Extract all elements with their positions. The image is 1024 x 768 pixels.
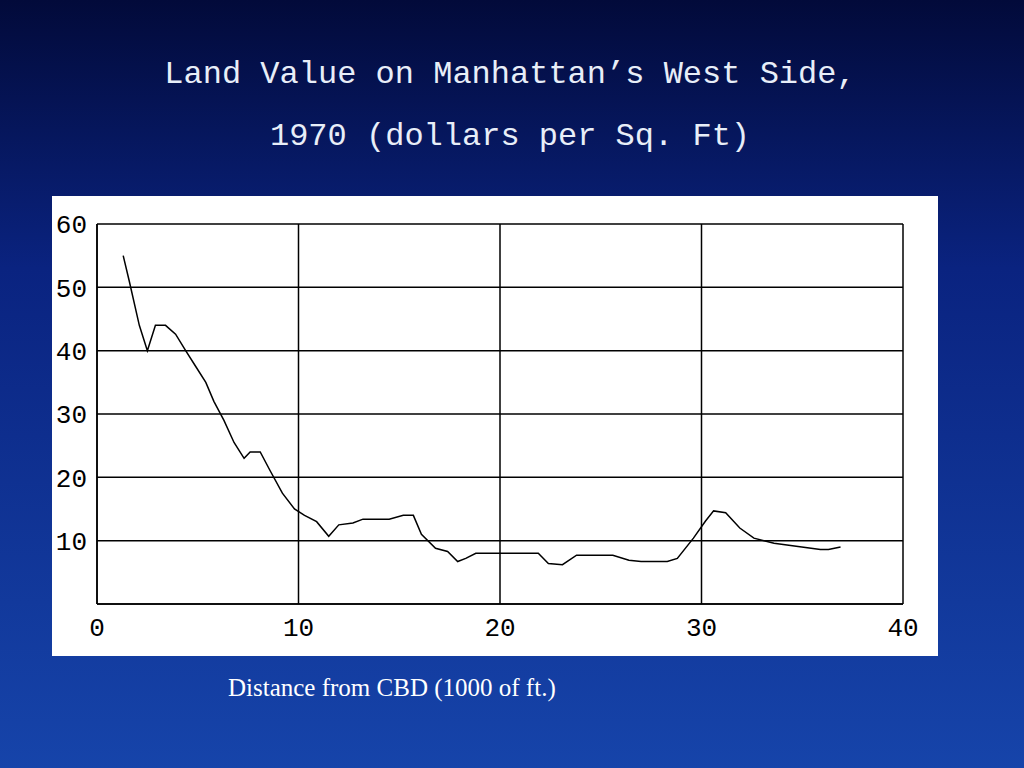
html-text:Land Value on Manhattan’s West: Land Value on Manhattan’s West Side, 197… (164, 56, 856, 155)
svg-text:0: 0 (89, 614, 105, 644)
svg-text:20: 20 (56, 465, 87, 495)
svg-text:50: 50 (56, 275, 87, 305)
svg-text:20: 20 (484, 614, 515, 644)
svg-text:10: 10 (56, 528, 87, 558)
svg-text:30: 30 (56, 401, 87, 431)
svg-text:40: 40 (56, 338, 87, 368)
svg-text:40: 40 (887, 614, 918, 644)
html-text:Distance from CBD (1000 of ft.: Distance from CBD (1000 of ft.) (228, 674, 556, 701)
svg-text:10: 10 (283, 614, 314, 644)
svg-text:30: 30 (686, 614, 717, 644)
svg-text:60: 60 (56, 211, 87, 241)
